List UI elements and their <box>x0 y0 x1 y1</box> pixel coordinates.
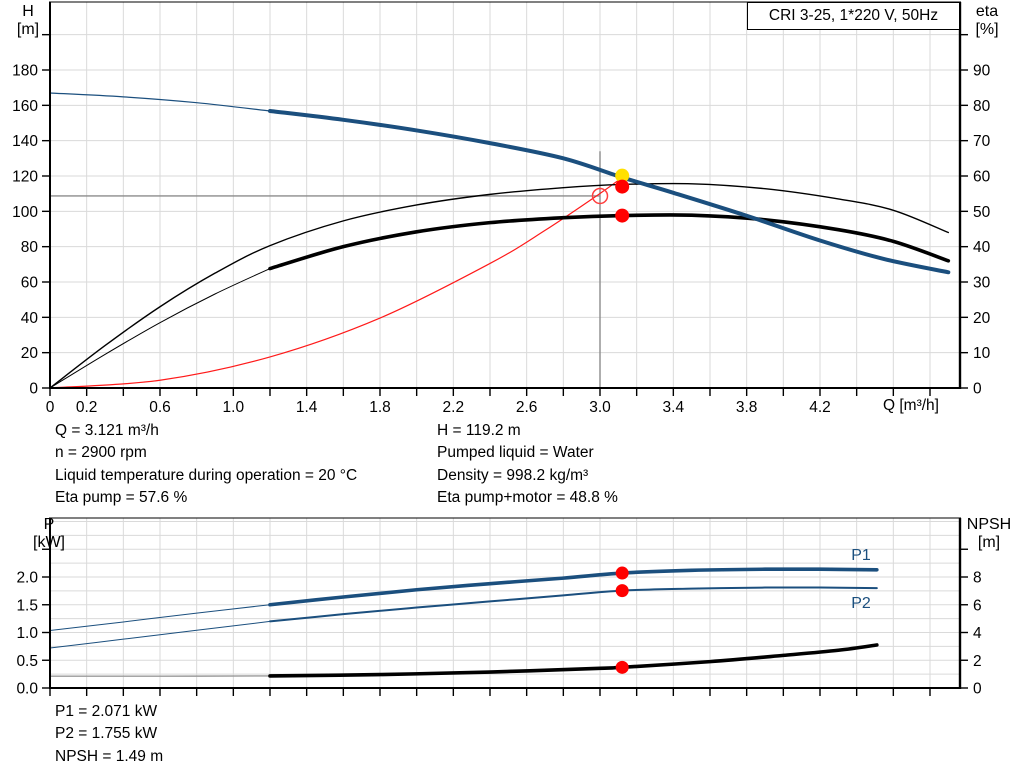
left-axis-tick-label: 80 <box>21 239 39 256</box>
result-speed: n = 2900 rpm <box>55 444 147 462</box>
x-axis-tick-label: 0 <box>46 399 55 416</box>
eta-axis-label-unit: [%] <box>975 20 999 38</box>
right-axis-tick-label: 0 <box>973 381 982 398</box>
left-axis-tick-label: 2.0 <box>16 570 38 587</box>
left-axis-tick-label: 20 <box>21 345 39 362</box>
result-p1: P1 = 2.071 kW <box>55 703 158 720</box>
p-axis-label: P [kW] <box>24 516 74 551</box>
left-axis-tick-label: 1.0 <box>16 625 38 642</box>
hq-curve-thin <box>49 92 271 112</box>
h-axis-label: H [m] <box>6 3 50 38</box>
duty-point-eta-motor <box>615 208 630 223</box>
result-panel-bottom: P1 = 2.071 kW P2 = 1.755 kW NPSH = 1.49 … <box>55 701 163 768</box>
cursor-circle <box>591 187 609 205</box>
duty-point-p1 <box>615 566 629 580</box>
left-axis-tick-label: 160 <box>12 98 38 115</box>
duty-point-eta-pump <box>615 179 630 194</box>
right-axis-tick-label: 50 <box>973 204 991 221</box>
x-axis-tick-label: 0.2 <box>76 399 98 416</box>
result-panel-right: H = 119.2 m Pumped liquid = Water Densit… <box>437 420 618 509</box>
eta-pump-motor-curve <box>268 213 951 271</box>
x-axis-tick-label: 0.6 <box>149 399 171 416</box>
right-axis-tick-label: 90 <box>973 63 991 80</box>
result-liquid-temperature: Liquid temperature during operation = 20… <box>55 466 358 484</box>
right-axis-tick-label: 70 <box>973 133 991 150</box>
result-p2: P2 = 1.755 kW <box>55 725 158 743</box>
result-npsh: NPSH = 1.49 m <box>55 747 164 765</box>
result-flow: Q = 3.121 m³/h <box>55 422 159 439</box>
result-eta-pump-motor: Eta pump+motor = 48.8 % <box>437 488 618 506</box>
x-axis-tick-label: 2.2 <box>443 399 465 416</box>
pump-model-title: CRI 3-25, 1*220 V, 50Hz <box>747 2 960 30</box>
npsh-axis-label-unit: [m] <box>977 533 1001 551</box>
p1-curve-label: P1 <box>851 547 871 564</box>
x-axis-tick-label: 2.6 <box>516 399 538 416</box>
right-axis-tick-label: 0 <box>973 681 982 698</box>
right-axis-tick-label: 4 <box>973 625 982 642</box>
right-axis-tick-label: 40 <box>973 239 991 256</box>
p1-curve-thin <box>49 604 271 632</box>
right-axis-tick-label: 6 <box>973 597 982 614</box>
result-density: Density = 998.2 kg/m³ <box>437 466 589 484</box>
left-axis-tick-label: 40 <box>21 310 39 327</box>
x-axis-tick-label: 4.2 <box>809 399 831 416</box>
hq-curve <box>268 108 951 275</box>
result-head: H = 119.2 m <box>437 422 521 439</box>
npsh-axis-label-symbol: NPSH <box>966 516 1012 533</box>
right-axis-tick-label: 8 <box>973 570 982 587</box>
eta-axis-label-symbol: eta <box>975 3 999 20</box>
left-axis-tick-label: 140 <box>12 133 38 150</box>
eta-pump-curve <box>49 182 950 389</box>
p-axis-label-symbol: P <box>43 516 55 533</box>
p2-curve-label: P2 <box>851 595 871 612</box>
eta-pump-motor-curve-thin <box>49 268 271 389</box>
q-axis-label: Q [m³/h] <box>883 397 939 414</box>
left-axis-tick-label: 100 <box>12 204 38 221</box>
right-axis-tick-label: 10 <box>973 345 991 362</box>
h-axis-label-unit: [m] <box>16 20 40 38</box>
duty-point-npsh <box>615 660 629 674</box>
left-axis-tick-label: 180 <box>12 62 38 79</box>
left-axis-tick-label: 60 <box>21 274 39 291</box>
result-eta-pump: Eta pump = 57.6 % <box>55 488 188 506</box>
p-axis-label-unit: [kW] <box>33 533 65 551</box>
p2-curve <box>269 586 878 623</box>
h-axis-label-symbol: H <box>22 3 34 20</box>
left-axis-tick-label: 0.5 <box>16 653 38 670</box>
right-axis-tick-label: 80 <box>973 98 991 115</box>
x-axis-tick-label: 1.8 <box>369 399 391 416</box>
p2-curve-thin <box>49 620 271 649</box>
left-axis-tick-label: 0 <box>29 381 38 398</box>
x-axis-tick-label: 3.4 <box>663 399 685 416</box>
system-curve <box>49 176 623 389</box>
right-axis-tick-label: 60 <box>973 169 991 186</box>
right-axis-tick-label: 2 <box>973 653 982 670</box>
x-axis-tick-label: 3.0 <box>589 399 611 416</box>
left-axis-tick-label: 1.5 <box>16 597 38 614</box>
npsh-axis-label: NPSH [m] <box>958 516 1020 551</box>
duty-point-p2 <box>615 584 629 598</box>
p1-curve <box>268 567 879 607</box>
right-axis-tick-label: 20 <box>973 310 991 327</box>
left-axis-tick-label: 0.0 <box>16 681 38 698</box>
duty-point-head <box>615 168 630 183</box>
left-axis-tick-label: 120 <box>12 168 38 185</box>
result-pumped-liquid: Pumped liquid = Water <box>437 444 594 462</box>
right-axis-tick-label: 30 <box>973 275 991 292</box>
x-axis-tick-label: 1.4 <box>296 399 318 416</box>
npsh-curve <box>268 643 879 678</box>
x-axis-tick-label: 1.0 <box>223 399 245 416</box>
result-panel-left: Q = 3.121 m³/h n = 2900 rpm Liquid tempe… <box>55 420 357 509</box>
eta-axis-label: eta [%] <box>962 3 1012 38</box>
x-axis-tick-label: 3.8 <box>736 399 758 416</box>
